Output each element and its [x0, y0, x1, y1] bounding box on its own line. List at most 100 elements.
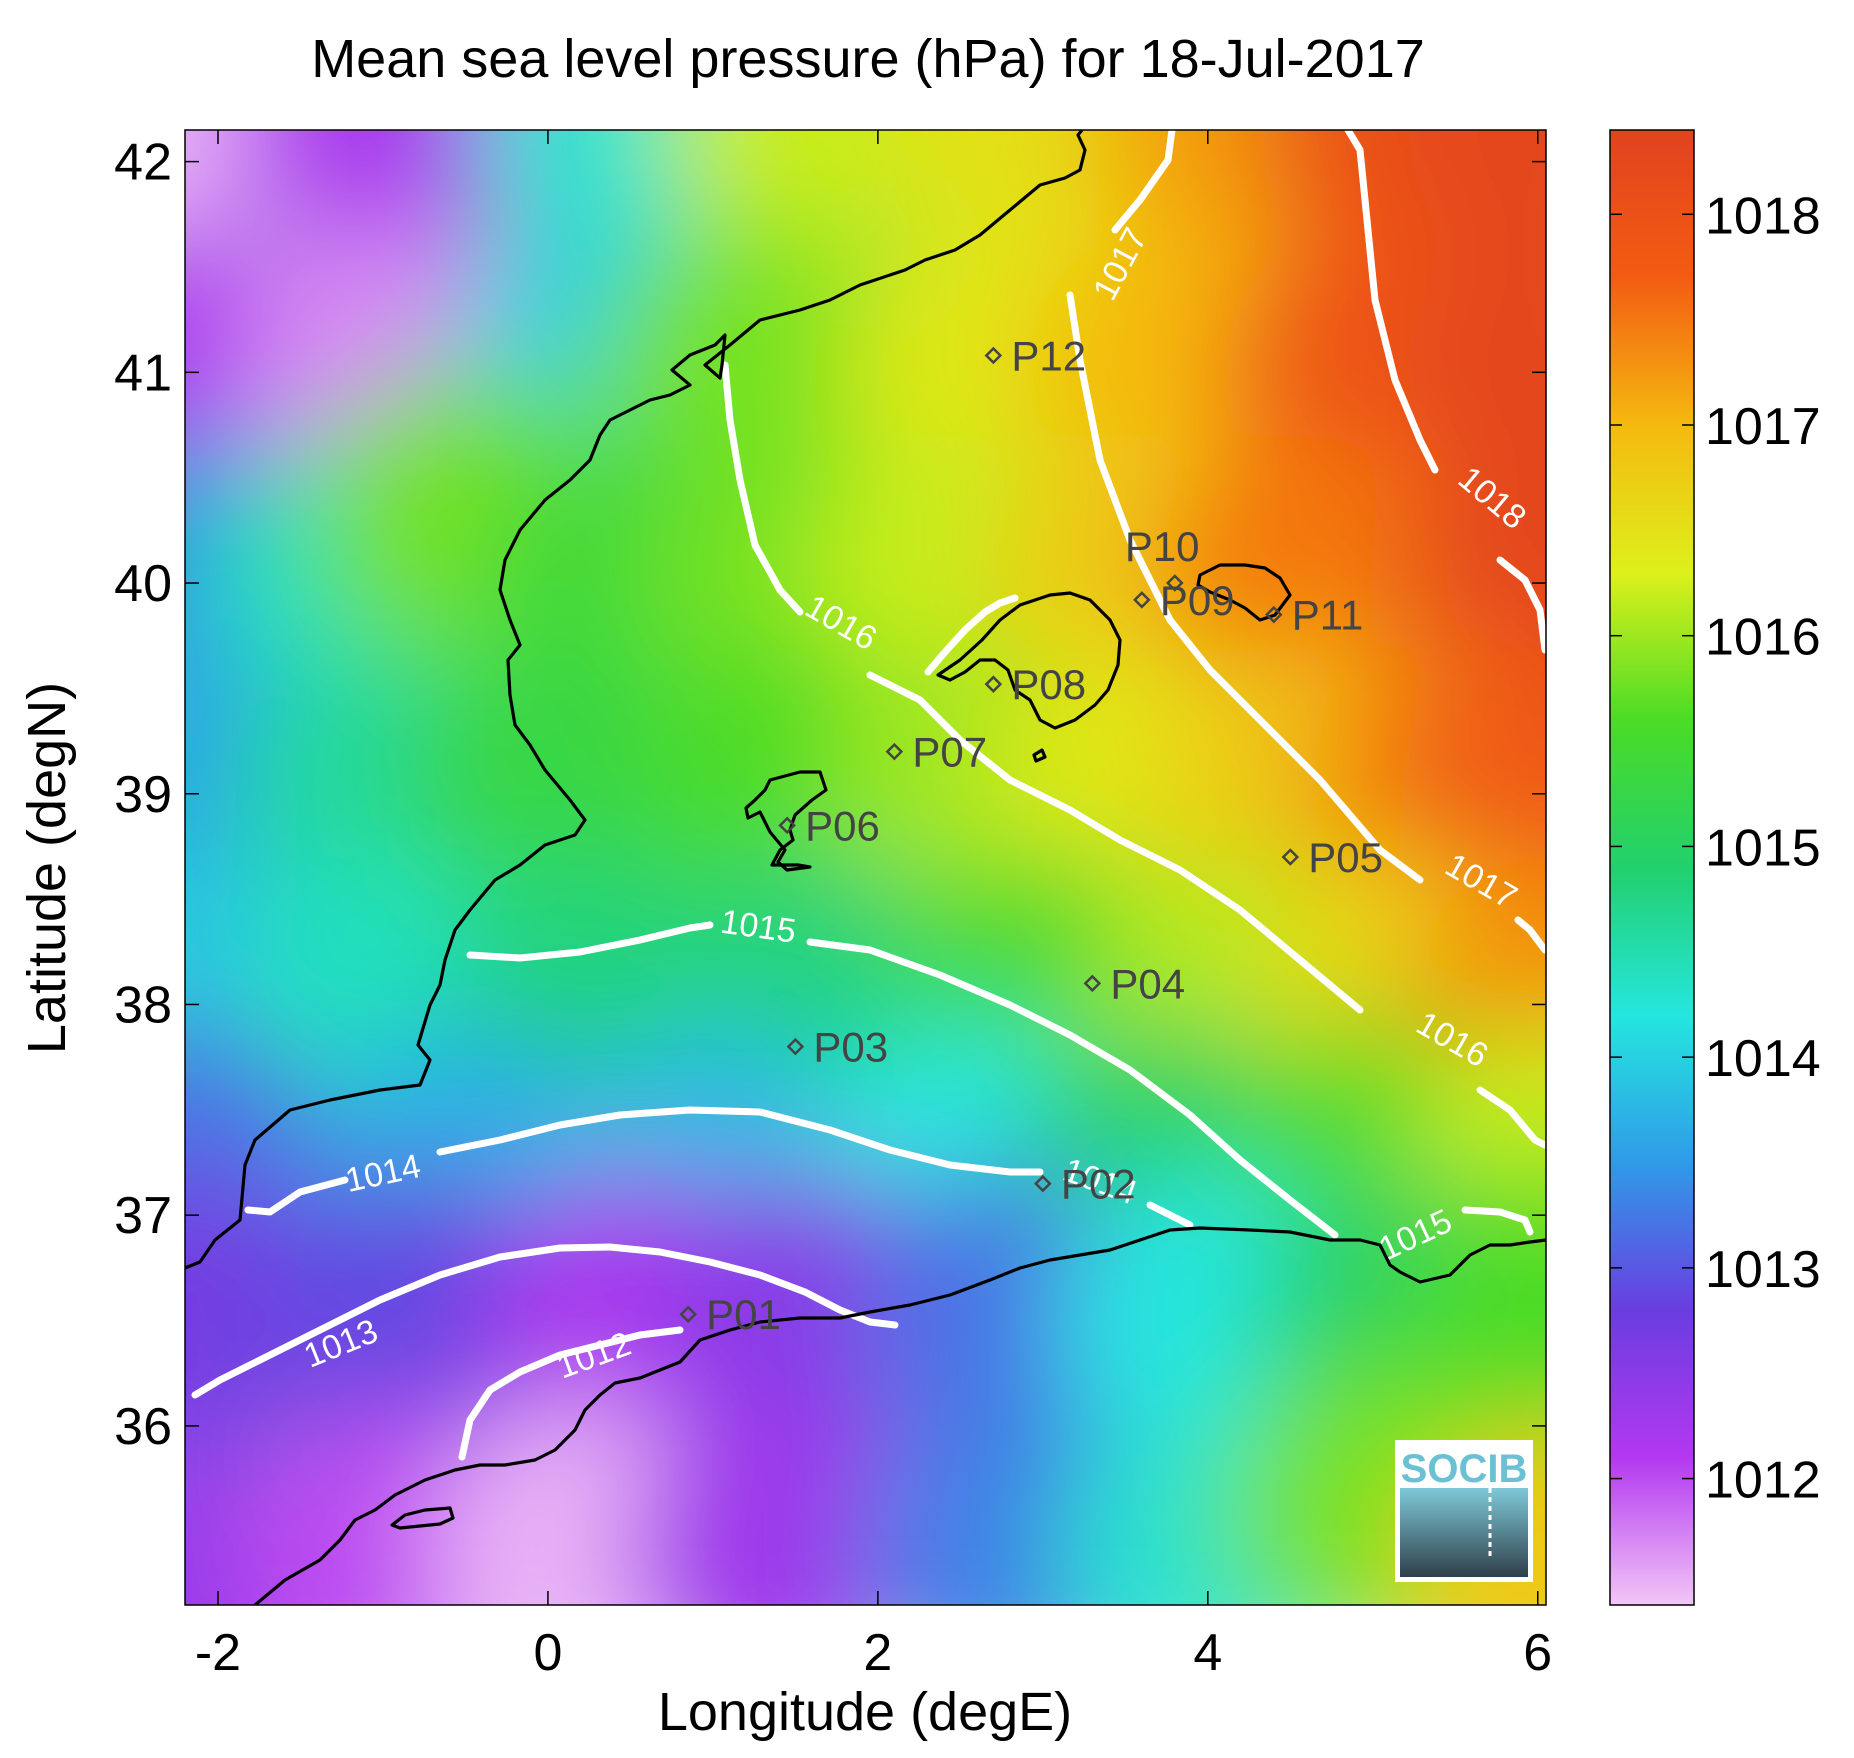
coastline-ibiza	[744, 770, 828, 872]
contour-1016-a	[721, 361, 804, 616]
chart-title: Mean sea level pressure (hPa) for 18-Jul…	[311, 29, 1425, 89]
colorbar-tick-label: 1017	[1705, 398, 1821, 456]
contour-1018-a	[1344, 130, 1439, 474]
station-marker	[679, 1305, 697, 1323]
station-label: P05	[1308, 834, 1383, 881]
station-markers: P01 P02 P03 P04 P05 P06 P07 P08 P09 P10 P11 P12	[679, 332, 1383, 1338]
colorbar-tick-label: 1013	[1705, 1241, 1821, 1299]
contour-1014-end	[1146, 1201, 1194, 1229]
y-axis-label: Latitude (degN)	[17, 682, 77, 1054]
axis-ticks	[185, 130, 1546, 1605]
socib-logo: SOCIB	[1395, 1440, 1533, 1582]
station-label: P07	[912, 729, 987, 776]
plot-frame	[184, 129, 1547, 1606]
station-p02: P02	[1034, 1161, 1136, 1208]
y-tick-label: 36	[114, 1398, 172, 1456]
station-p08: P08	[984, 661, 1086, 708]
station-marker	[778, 816, 796, 835]
station-label: P01	[706, 1291, 781, 1338]
station-label: P02	[1061, 1161, 1136, 1208]
station-p01: P01	[679, 1291, 781, 1338]
station-p04: P04	[1083, 960, 1185, 1007]
x-tick-label: 2	[863, 1624, 892, 1682]
colorbar-ticks	[1610, 213, 1694, 1480]
station-label: P11	[1292, 592, 1364, 639]
y-tick-label: 41	[114, 344, 172, 402]
heatmap-cell	[628, 1402, 929, 1605]
contour-1015-mid	[806, 938, 1339, 1239]
colorbar-tick-label: 1016	[1705, 609, 1821, 667]
station-p03: P03	[786, 1024, 888, 1071]
y-tick-label: 38	[114, 976, 172, 1034]
x-tick-label: 4	[1193, 1624, 1222, 1682]
contour-1013	[191, 1243, 899, 1399]
coastline-alboran-island	[390, 1506, 455, 1530]
station-marker	[1281, 848, 1300, 866]
station-label: P09	[1160, 577, 1235, 624]
x-tick-label: 0	[533, 1624, 562, 1682]
contour-1015-left	[466, 921, 714, 962]
contour-lines	[191, 130, 1546, 1461]
contour-1017-b	[1066, 291, 1424, 884]
station-marker	[1083, 974, 1102, 993]
x-axis-label: Longitude (degE)	[658, 1682, 1072, 1742]
contour-1014-left	[244, 1176, 349, 1216]
y-tick-label: 39	[114, 766, 172, 824]
socib-logo-text: SOCIB	[1401, 1447, 1528, 1491]
coastline-cabrera	[1032, 748, 1047, 763]
station-marker	[1265, 605, 1283, 624]
contour-1018-b	[1496, 556, 1546, 654]
coastline-africa-north	[253, 1226, 1546, 1605]
station-p09: P09	[1133, 577, 1235, 624]
colorbar-tick-label: 1015	[1705, 819, 1821, 877]
station-p11: P11	[1265, 592, 1364, 639]
y-tick-label: 40	[114, 555, 172, 613]
colorbar-tick-labels: 1012 1013 1014 1015 1016 1017 1018	[1705, 187, 1821, 1509]
station-label: P12	[1011, 332, 1086, 379]
contour-1015-island	[924, 594, 1019, 676]
x-tick-label: 6	[1523, 1624, 1552, 1682]
coastline-mallorca	[936, 591, 1122, 730]
colorbar-scale	[1609, 129, 1695, 1606]
coastline-menorca	[1196, 563, 1292, 622]
station-p05: P05	[1281, 834, 1383, 881]
station-marker	[1133, 591, 1151, 609]
colorbar: 1012 1013 1014 1015 1016 1017 1018	[1609, 129, 1821, 1606]
y-tick-label: 37	[114, 1187, 172, 1245]
station-p07: P07	[885, 729, 987, 776]
station-label: P08	[1011, 661, 1086, 708]
station-marker	[984, 675, 1003, 693]
station-marker	[1034, 1174, 1052, 1193]
station-marker	[786, 1037, 805, 1056]
y-tick-labels: 36 37 38 39 40 41 42	[114, 134, 172, 1456]
station-marker	[1166, 574, 1184, 592]
heatmap-field	[185, 130, 1546, 1605]
heatmap-cell	[233, 130, 533, 270]
station-p10: P10	[1125, 523, 1200, 592]
socib-logo-sea	[1400, 1488, 1528, 1577]
coastlines	[185, 130, 1546, 1605]
contour-1016-b	[866, 671, 1364, 1014]
contour-1017-a	[1111, 130, 1176, 234]
colorbar-tick-label: 1012	[1705, 1452, 1821, 1510]
station-p06: P06	[778, 802, 880, 849]
station-label: P04	[1110, 960, 1185, 1007]
y-tick-label: 42	[114, 134, 172, 192]
station-label: P03	[813, 1024, 888, 1071]
contour-1016-c	[1476, 1086, 1546, 1149]
colorbar-tick-label: 1018	[1705, 187, 1821, 245]
station-p12: P12	[984, 332, 1086, 379]
x-tick-labels: -2 0 2 4 6	[195, 1624, 1552, 1682]
colorbar-tick-label: 1014	[1705, 1030, 1821, 1088]
station-label: P06	[805, 802, 880, 849]
contour-1012	[458, 1326, 684, 1461]
contour-1017-c	[1514, 916, 1546, 954]
heatmap-cell	[1156, 433, 1457, 734]
station-label: P10	[1125, 523, 1200, 570]
coastline-iberia-east	[185, 130, 1087, 1270]
station-marker	[984, 346, 1003, 365]
contour-1015-end	[1461, 1206, 1534, 1236]
x-tick-label: -2	[195, 1624, 241, 1682]
heatmap-cell	[265, 1170, 566, 1471]
